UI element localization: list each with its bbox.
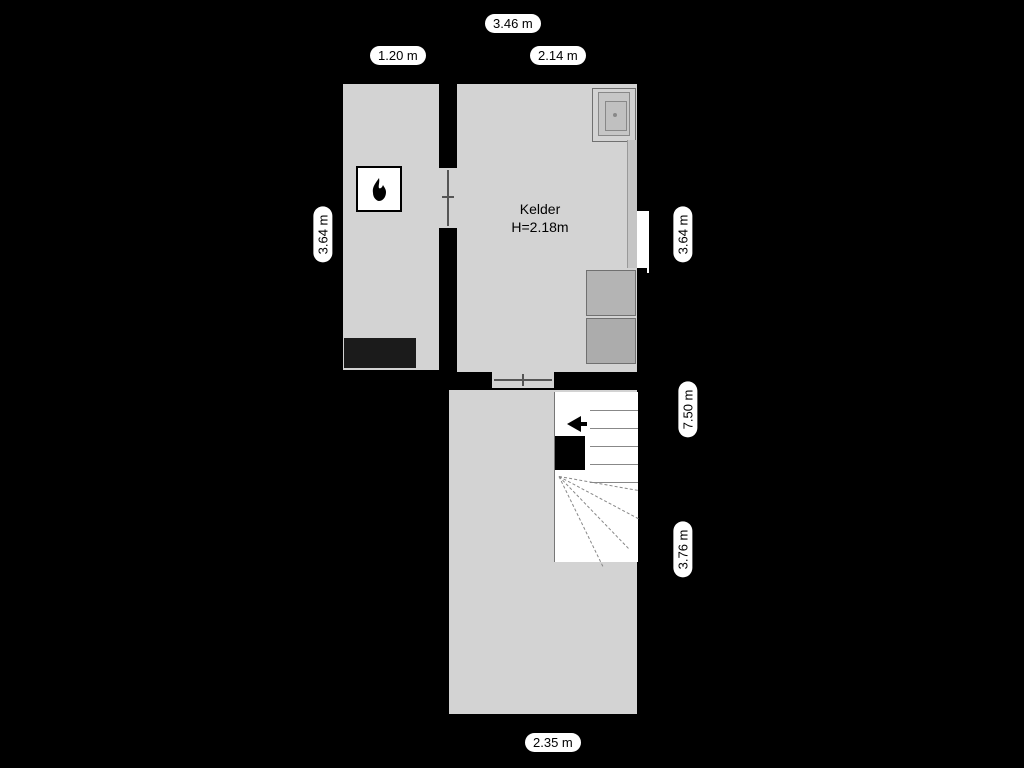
furn-box-bottom [586,318,636,364]
flame-icon [358,168,400,210]
wall [333,74,343,380]
wall [637,268,647,380]
dim-right-total: 7.50 m [678,382,697,438]
door-tick [522,374,524,386]
wall [333,74,647,84]
dim-bottom: 2.35 m [525,733,581,752]
furn-dark-block [344,338,416,368]
wall [333,370,447,380]
wall [637,388,647,722]
dim-right-lower: 3.76 m [673,522,692,578]
dim-top-right: 2.14 m [530,46,586,65]
wall [439,714,647,724]
room-height: H=2.18m [511,219,568,235]
floor-plan: Kelder H=2.18m 3.46 m 1.20 m 2.14 m 3.64… [0,0,1024,768]
room-upper-left [335,76,447,376]
dim-left-upper: 3.64 m [313,207,332,263]
dim-right-upper: 3.64 m [673,207,692,263]
room-name: Kelder [520,201,560,217]
room-label-kelder: Kelder H=2.18m [495,200,585,236]
door-leaf [447,170,449,226]
furn-sink [598,92,630,136]
staircase [554,392,638,562]
wall [439,388,449,722]
dim-top-left: 1.20 m [370,46,426,65]
furn-box-top [586,270,636,316]
dim-top-total: 3.46 m [485,14,541,33]
furn-tall-cabinet [627,140,637,268]
fireplace [356,166,402,212]
door-tick [442,196,454,198]
stair-arrow-icon [561,410,591,440]
wall [637,74,647,206]
